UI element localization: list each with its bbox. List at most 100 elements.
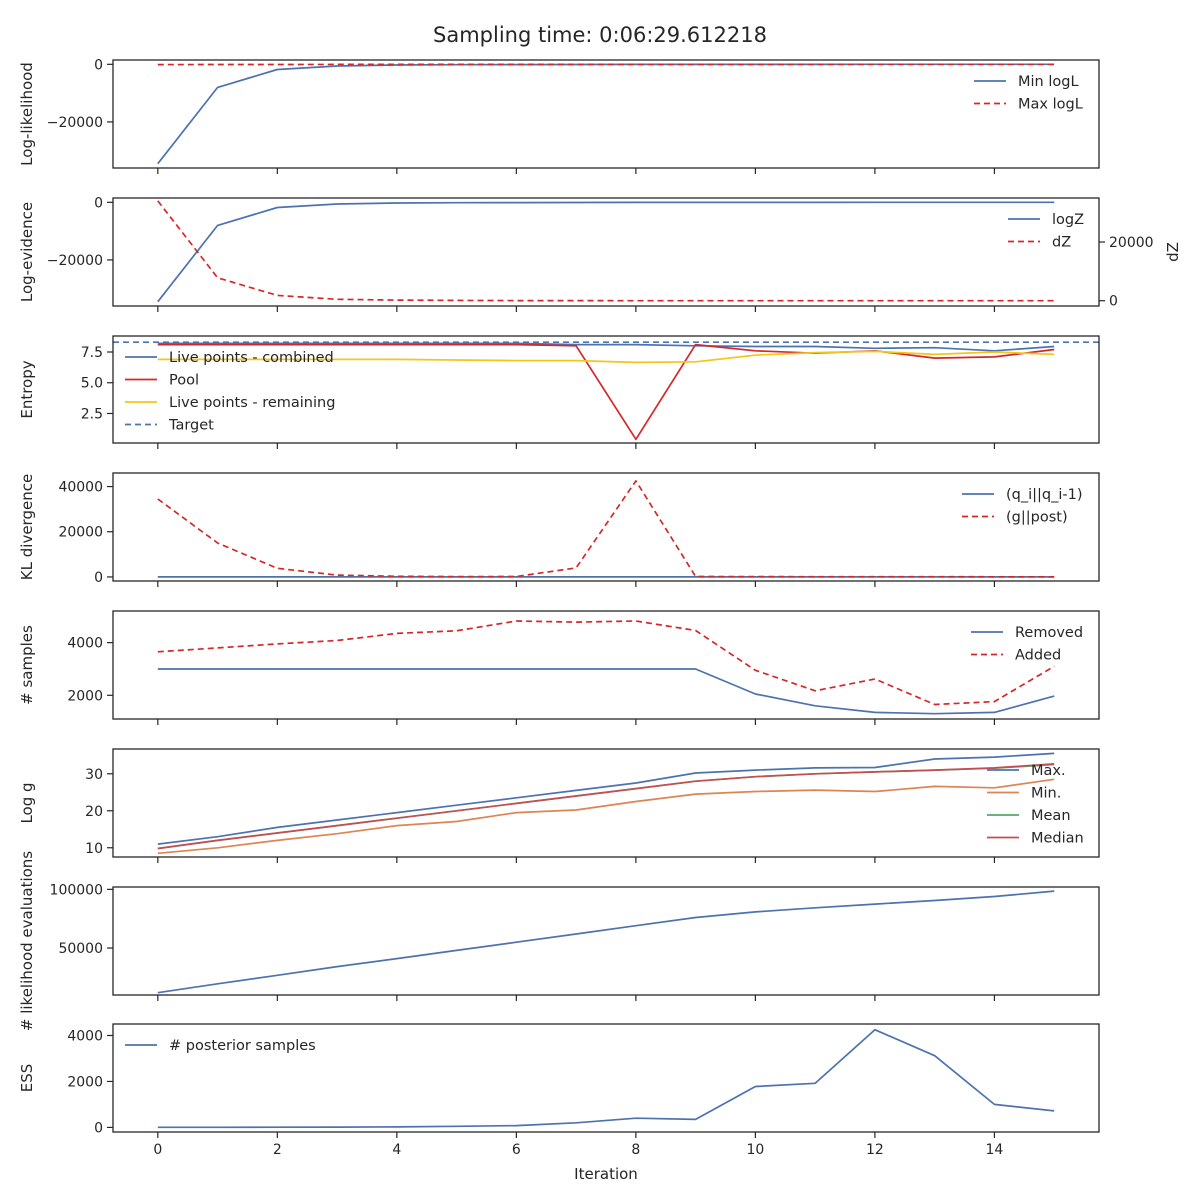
series-line (157, 778, 1055, 855)
panel-4: 0 20000 40000 KL divergence (q_i||q_i-1) (g||… (18, 472, 1100, 587)
panel-8: 0 2000 4000 0 2 4 6 8 10 12 14 ESS # posterior sampl… (18, 1023, 1100, 1158)
y-tick-label: 20000 (58, 525, 103, 541)
legend-label: Mean (1031, 808, 1071, 824)
y-tick-label: 0 (94, 195, 103, 211)
x-tick-label: 4 (392, 1142, 401, 1158)
series-line (157, 343, 1055, 441)
legend-label: Live points - remaining (169, 395, 335, 411)
y-right-axis-label: dZ (1164, 242, 1182, 262)
legend-label: (q_i||q_i-1) (1006, 487, 1083, 503)
series-line (157, 668, 1055, 715)
legend: # posterior samples (125, 1038, 316, 1054)
y-tick-label: −20000 (47, 115, 103, 131)
y-tick-label: 0 (94, 1120, 103, 1136)
y-axis-label: Log g (18, 782, 36, 823)
x-tick-label: 0 (153, 1142, 162, 1158)
y-tick-label: 2000 (67, 688, 103, 704)
y-tick-label: −20000 (47, 253, 103, 269)
y-tick-label: 0 (94, 57, 103, 73)
axes-frame (112, 886, 1100, 996)
axes-frame (112, 748, 1100, 858)
series-line (157, 890, 1055, 994)
panels: 0 −20000 Log-likelihood Min logL Max logL 0 −2… (18, 57, 1182, 1158)
legend-label: Max. (1031, 763, 1066, 779)
x-tick-label: 14 (986, 1142, 1004, 1158)
legend: Removed Added (971, 625, 1083, 664)
legend: Live points - combined Pool Live points - … (125, 350, 335, 434)
y-tick-label: 100000 (50, 882, 103, 898)
series-line (157, 63, 1055, 165)
plot-area (157, 200, 1055, 303)
legend-label: logZ (1052, 212, 1084, 228)
legend-label: Min logL (1018, 74, 1079, 90)
legend: Min logL Max logL (974, 74, 1083, 113)
x-tick-label: 12 (866, 1142, 884, 1158)
legend-label: Min. (1031, 786, 1061, 802)
axes-frame (112, 197, 1100, 307)
plot-area (113, 341, 1099, 441)
legend-label: (g||post) (1006, 510, 1068, 526)
axes-frame (112, 1023, 1100, 1133)
y-tick-label: 4000 (67, 1028, 103, 1044)
axes-frame (112, 335, 1100, 444)
y-axis-label: KL divergence (18, 474, 36, 580)
plot-area (157, 752, 1055, 855)
legend-label: Median (1031, 831, 1084, 847)
plot-area (157, 890, 1055, 994)
x-tick-label: 2 (273, 1142, 282, 1158)
y-tick-label: 7.5 (81, 345, 103, 361)
y-axis-label: Log-evidence (18, 202, 36, 302)
y-tick-label: 4000 (67, 636, 103, 652)
panel-6: 10 20 30 Log g Max. Min. Mean Median (18, 748, 1100, 863)
x-tick-label: 8 (631, 1142, 640, 1158)
series-line (157, 480, 1055, 578)
axes-frame (112, 59, 1100, 169)
legend: Max. Min. Mean Median (987, 763, 1084, 847)
y-tick-label: 10 (85, 841, 103, 857)
series-line (157, 342, 1055, 352)
plot-area (157, 620, 1055, 715)
legend-label: Removed (1015, 625, 1083, 641)
plot-area (157, 480, 1055, 578)
legend-label: Added (1015, 648, 1061, 664)
y-tick-label: 2000 (67, 1074, 103, 1090)
x-tick-label: 6 (512, 1142, 521, 1158)
y-tick-label: 40000 (58, 480, 103, 496)
plot-area (157, 1028, 1055, 1129)
y-tick-label: 30 (85, 767, 103, 783)
legend: (q_i||q_i-1) (g||post) (962, 487, 1083, 526)
y-tick-label: 50000 (58, 941, 103, 957)
y-tick-label: 5.0 (81, 376, 103, 392)
legend-label: Live points - combined (169, 350, 334, 366)
legend-label: dZ (1052, 235, 1071, 251)
legend-label: # posterior samples (169, 1038, 316, 1054)
plot-area (157, 63, 1055, 165)
y-right-tick-label: 0 (1109, 294, 1118, 310)
legend: logZ dZ (1008, 212, 1084, 251)
series-line (157, 752, 1055, 845)
axes-frame (112, 472, 1100, 582)
y-tick-label: 0 (94, 570, 103, 586)
panel-7: 50000 100000 # likelihood evaluations (18, 851, 1100, 1031)
x-axis-label: Iteration (574, 1165, 638, 1183)
series-line (157, 1028, 1055, 1129)
y-tick-label: 2.5 (81, 406, 103, 422)
series-line (157, 201, 1055, 303)
series-line (157, 762, 1055, 850)
y-axis-label: # likelihood evaluations (18, 851, 36, 1031)
legend-label: Pool (169, 373, 199, 389)
panel-1: 0 −20000 Log-likelihood Min logL Max logL (18, 57, 1100, 174)
y-right-tick-label: 20000 (1109, 235, 1154, 251)
y-axis-label: # samples (18, 625, 36, 705)
y-axis-label: Log-likelihood (18, 62, 36, 166)
legend-label: Max logL (1018, 97, 1083, 113)
panel-5: 2000 4000 # samples Removed Added (18, 610, 1100, 725)
y-axis-label: ESS (18, 1064, 36, 1093)
y-tick-label: 20 (85, 804, 103, 820)
panel-2: 0 −20000 0 20000 dZ Log-evidence logZ dZ (18, 195, 1182, 312)
figure-title: Sampling time: 0:06:29.612218 (433, 23, 767, 47)
y-axis-label: Entropy (18, 360, 36, 418)
x-tick-label: 10 (746, 1142, 764, 1158)
series-line (157, 620, 1055, 706)
legend-label: Target (168, 418, 214, 434)
